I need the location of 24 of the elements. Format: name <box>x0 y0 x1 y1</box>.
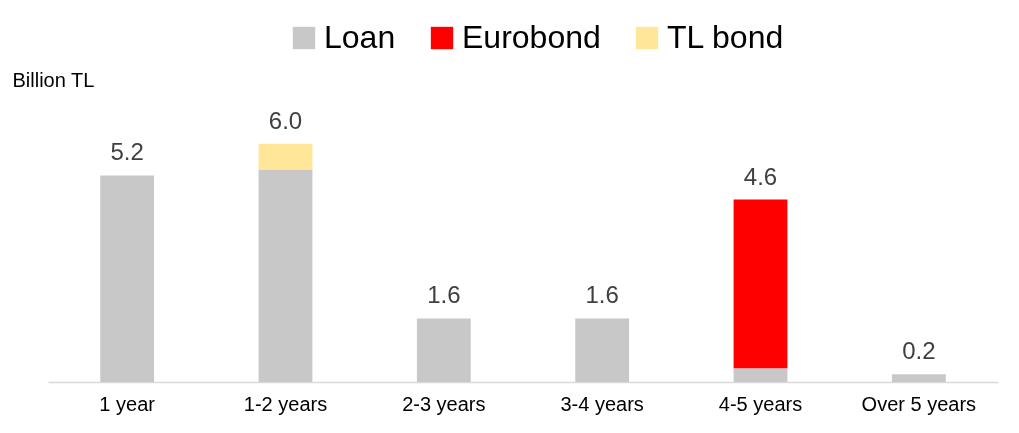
bar <box>733 368 788 382</box>
bar <box>258 143 313 170</box>
bar <box>733 199 788 369</box>
bar <box>575 318 630 382</box>
annotation: 4.6 <box>743 162 778 190</box>
legend-label: TL bond <box>667 19 784 55</box>
annotation: 5.2 <box>110 138 144 166</box>
x-tick-label: 4-5 years <box>718 392 803 415</box>
annotation: 0.2 <box>902 337 936 365</box>
annotation: 1.6 <box>585 281 619 309</box>
x-tick-label: 1 year <box>99 392 156 415</box>
annotation: 6.0 <box>268 106 303 134</box>
x-tick-label: Over 5 years <box>861 392 977 415</box>
x-tick-label: 3-4 years <box>560 392 644 415</box>
x-tick-label: 2-3 years <box>402 392 486 415</box>
bar <box>100 175 155 382</box>
bar <box>416 318 471 382</box>
legend-label: Eurobond <box>462 19 601 55</box>
annotation: 1.6 <box>427 281 461 309</box>
bar <box>891 374 946 382</box>
bar <box>258 169 313 382</box>
legend-label: Loan <box>324 19 396 55</box>
y-axis-title: Billion TL <box>12 68 95 91</box>
x-tick-label: 1-2 years <box>243 392 328 415</box>
